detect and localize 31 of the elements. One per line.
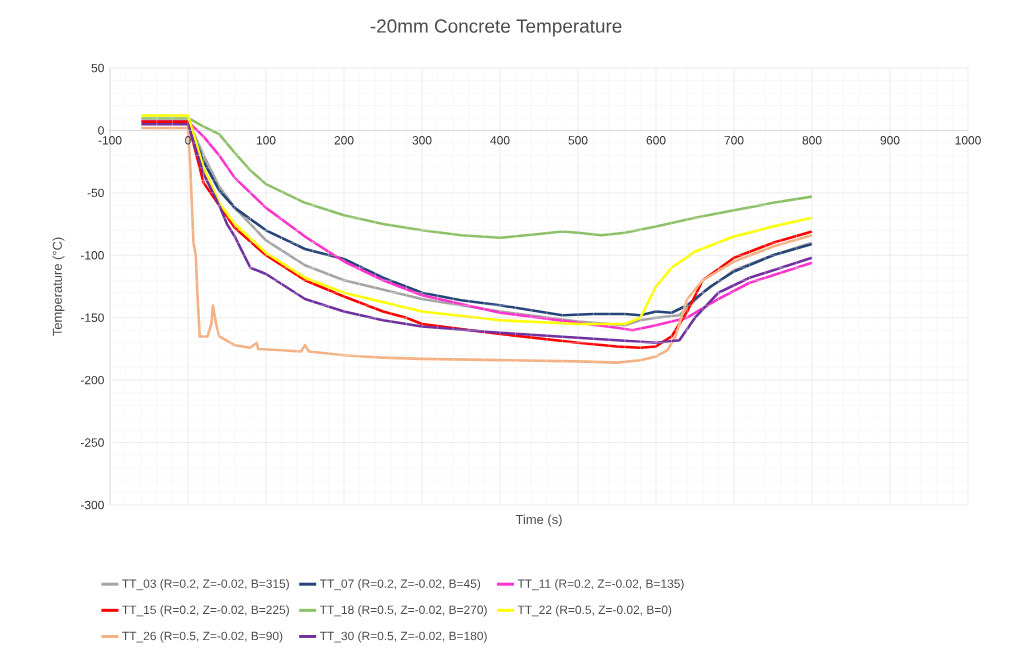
x-tick-label: 500: [568, 136, 588, 145]
x-tick-label: 100: [256, 136, 276, 145]
legend-label: TT_03 (R=0.2, Z=-0.02, B=315): [122, 579, 289, 591]
x-axis-title: Time (s): [515, 514, 562, 527]
y-tick-label: 50: [91, 63, 104, 73]
legend-label: TT_15 (R=0.2, Z=-0.02, B=225): [122, 605, 289, 617]
x-tick-label: 400: [490, 136, 510, 145]
x-tick-label: -100: [98, 136, 122, 145]
y-axis-title: Temperature (°C): [52, 237, 65, 336]
x-tick-label: 200: [334, 136, 354, 145]
y-tick-label: -200: [80, 375, 104, 385]
y-tick-label: -100: [80, 251, 104, 260]
legend-label: TT_30 (R=0.5, Z=-0.02, B=180): [319, 631, 487, 643]
x-tick-label: 600: [646, 136, 666, 145]
y-tick-label: -300: [80, 500, 104, 510]
x-tick-label: 900: [880, 136, 900, 145]
y-tick-label: -250: [80, 438, 104, 447]
legend-label: TT_07 (R=0.2, Z=-0.02, B=45): [319, 579, 481, 591]
legend-label: TT_26 (R=0.5, Z=-0.02, B=90): [122, 631, 283, 643]
y-tick-label: 0: [98, 126, 104, 135]
legend-label: TT_22 (R=0.5, Z=-0.02, B=0): [517, 605, 672, 617]
y-tick-label: -50: [87, 188, 104, 198]
legend-label: TT_18 (R=0.5, Z=-0.02, B=270): [319, 605, 487, 617]
x-tick-label: 800: [802, 136, 822, 145]
x-tick-label: 0: [185, 136, 191, 145]
x-tick-label: 300: [412, 136, 432, 145]
y-tick-label: -150: [80, 313, 104, 322]
legend-label: TT_11 (R=0.2, Z=-0.02, B=135): [517, 579, 684, 591]
chart-title: -20mm Concrete Temperature: [370, 19, 622, 37]
x-tick-label: 1000: [955, 136, 981, 145]
x-tick-label: 700: [724, 136, 744, 145]
